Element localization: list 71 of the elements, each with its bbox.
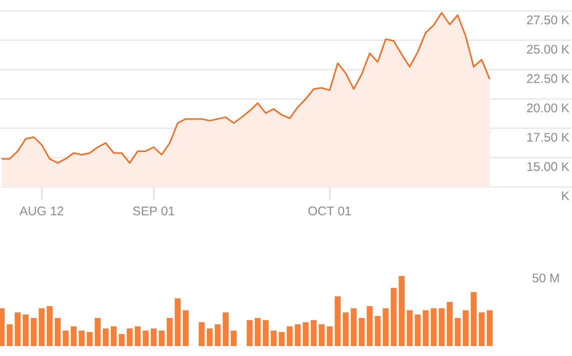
y-tick-label: 20.00 K — [527, 104, 570, 112]
bar — [54, 318, 61, 346]
y-tick-label: 22.50 K — [527, 74, 570, 84]
x-tick-label: SEP 01 — [133, 206, 174, 216]
bar — [46, 306, 53, 346]
y-tick-label: 17.50 K — [527, 132, 570, 142]
bar — [182, 310, 189, 346]
bar — [446, 302, 453, 346]
bar — [102, 328, 109, 346]
bar — [198, 322, 205, 346]
bar — [38, 308, 45, 346]
bar — [230, 330, 237, 346]
x-tick-label: OCT 01 — [308, 206, 351, 216]
bar — [222, 312, 229, 346]
bar — [358, 318, 365, 346]
bar — [334, 296, 341, 346]
bar — [462, 310, 469, 346]
bar — [438, 308, 445, 346]
bar — [366, 306, 373, 346]
bar — [214, 324, 221, 346]
bar — [318, 324, 325, 346]
bar — [70, 326, 77, 346]
bar — [294, 324, 301, 346]
bar — [326, 326, 333, 346]
bar — [134, 326, 141, 346]
bar — [374, 316, 381, 346]
text: 50 M — [532, 274, 559, 282]
bar — [262, 320, 269, 346]
bar — [62, 330, 69, 346]
bar — [470, 292, 477, 346]
y-tick-label: 15.00 K — [527, 162, 570, 172]
bar — [78, 330, 85, 346]
bar — [398, 276, 405, 346]
bar — [126, 328, 133, 346]
bar — [390, 288, 397, 346]
bar — [414, 314, 421, 346]
bar — [110, 326, 117, 346]
y-tick-label: K — [562, 192, 570, 200]
bar — [158, 330, 165, 346]
bar — [278, 332, 285, 346]
y-tick-label: 27.50 K — [527, 16, 570, 24]
bar — [246, 320, 253, 346]
bar — [166, 318, 173, 346]
bar — [270, 330, 277, 346]
bar — [22, 314, 29, 346]
bar — [0, 308, 5, 346]
bar — [286, 326, 293, 346]
bar — [342, 312, 349, 346]
bar — [206, 328, 213, 346]
y-tick-label: 25.00 K — [527, 44, 570, 54]
bar — [150, 328, 157, 346]
bar — [94, 318, 101, 346]
bar — [142, 330, 149, 346]
bar — [350, 308, 357, 346]
bar — [310, 320, 317, 346]
bar — [30, 318, 37, 346]
bar — [14, 312, 21, 346]
bar — [118, 334, 125, 346]
bar — [174, 298, 181, 346]
bar — [382, 308, 389, 346]
bar — [486, 310, 493, 346]
bar — [86, 332, 93, 346]
bar — [6, 324, 13, 346]
bar — [302, 322, 309, 346]
bar — [254, 318, 261, 346]
bar — [430, 308, 437, 346]
x-tick-label: AUG 12 — [20, 206, 64, 216]
bar — [454, 318, 461, 346]
bar — [478, 312, 485, 346]
bar — [422, 310, 429, 346]
bar — [406, 310, 413, 346]
